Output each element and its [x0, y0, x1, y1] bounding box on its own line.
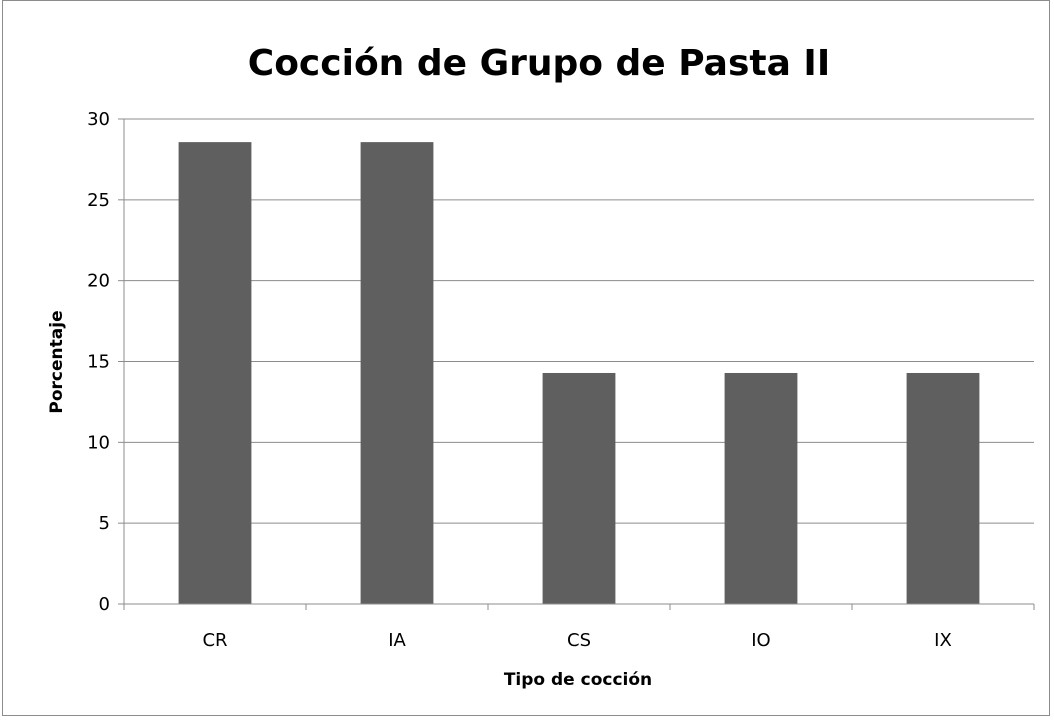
- x-tick-label: IO: [751, 630, 770, 651]
- bar-cr: [178, 142, 252, 604]
- y-tick-label: 30: [87, 109, 110, 130]
- y-tick-label: 5: [99, 513, 110, 534]
- bar-ia: [360, 142, 434, 604]
- y-axis-title: Porcentaje: [47, 310, 67, 413]
- bars: [178, 142, 980, 604]
- y-tick-label: 25: [87, 190, 110, 211]
- x-tick-label: CR: [202, 630, 227, 651]
- x-axis-ticks: CR IA CS IO IX: [123, 604, 1035, 651]
- gridlines: [124, 118, 1034, 524]
- y-axis-ticks: 0 5 10 15 20 25 30: [87, 109, 124, 615]
- x-tick-label: CS: [567, 630, 591, 651]
- y-tick-label: 15: [87, 352, 110, 373]
- x-axis-title: Tipo de cocción: [504, 670, 652, 690]
- bar-cs: [542, 372, 616, 604]
- y-tick-label: 0: [99, 594, 110, 615]
- bar-ix: [906, 372, 980, 604]
- bar-io: [724, 372, 798, 604]
- chart-title: Cocción de Grupo de Pasta II: [248, 43, 830, 84]
- x-tick-label: IA: [388, 630, 406, 651]
- y-tick-label: 10: [87, 432, 110, 453]
- x-tick-label: IX: [934, 630, 952, 651]
- y-tick-label: 20: [87, 271, 110, 292]
